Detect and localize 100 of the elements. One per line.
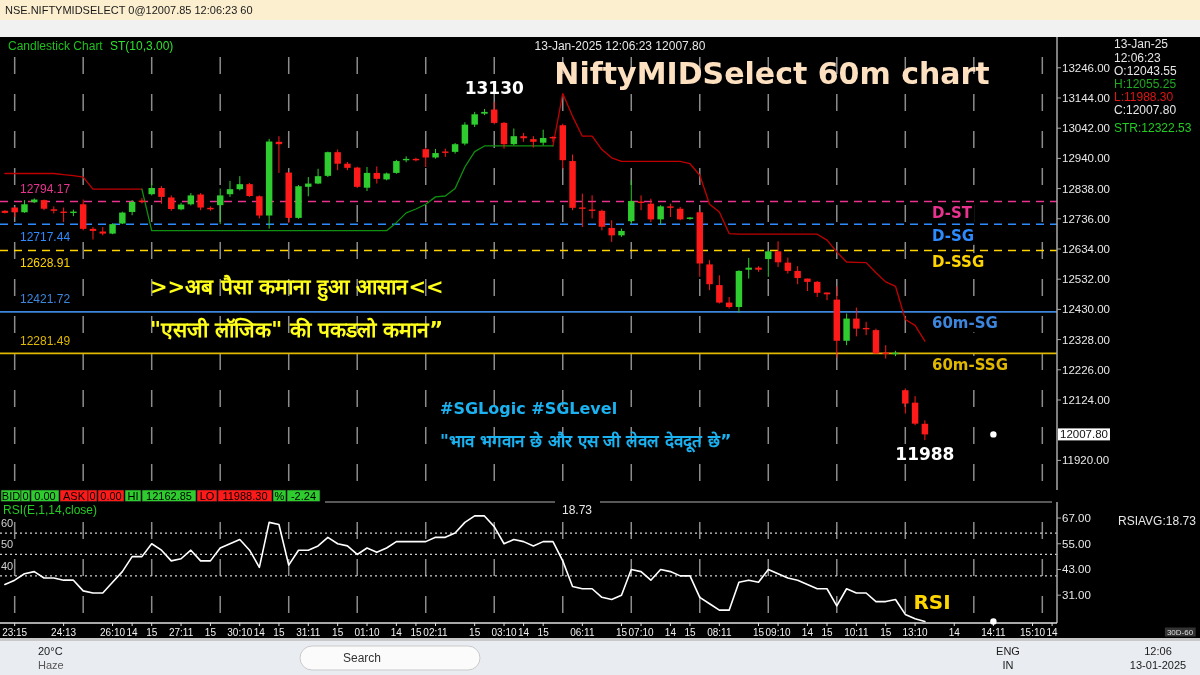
- candlestick: [324, 151, 332, 178]
- annotation: ST(10,3.00): [110, 39, 174, 53]
- text: 13-Jan-25: [1114, 37, 1169, 51]
- annotation: 0.00: [34, 490, 56, 502]
- x-tick-label: 01:10: [354, 626, 380, 638]
- annotation: RSI(E,1,14,close): [3, 503, 98, 517]
- y-tick-label: 12226.00: [1062, 363, 1110, 376]
- annotation: Candlestick Chart: [8, 39, 104, 53]
- text: Haze: [38, 659, 64, 671]
- candlestick: [765, 249, 772, 278]
- x-tick-label: 15: [821, 626, 833, 638]
- candlestick: [334, 149, 341, 171]
- text: L:11988.30: [1114, 90, 1174, 104]
- x-tick-label: 14: [253, 626, 266, 638]
- annotation: HI: [127, 490, 139, 502]
- x-tick-label: 14:11: [981, 626, 1006, 638]
- y-tick-label: 12634.00: [1062, 242, 1110, 255]
- text: 12:06: [1144, 645, 1172, 657]
- annotation: 12628.91: [20, 256, 71, 270]
- candlestick: [89, 226, 97, 241]
- text: IN: [1002, 659, 1014, 671]
- x-tick-label: 15: [332, 626, 344, 638]
- x-tick-label: 24:13: [51, 626, 77, 638]
- x-tick-label: 13:10: [902, 626, 929, 638]
- candlestick: [911, 395, 919, 426]
- x-tick-label: 14: [390, 626, 403, 638]
- x-tick-label: 15: [410, 626, 422, 638]
- x-tick-label: 15: [273, 626, 285, 638]
- x-tick-label: 15: [537, 626, 550, 638]
- text: NSE.NIFTYMIDSELECT 0@12007.85 12:06:23 60: [5, 4, 253, 16]
- y-tick-label: 31.00: [1062, 589, 1091, 602]
- x-tick-label: 23:15: [2, 626, 28, 638]
- y-tick-label: 11920.00: [1062, 454, 1110, 467]
- x-tick-label: 14: [1046, 626, 1059, 638]
- x-tick-label: 31:11: [296, 626, 321, 638]
- text: Search: [343, 651, 382, 665]
- candlestick: [216, 188, 224, 225]
- annotation: #SGLogic #SGLevel: [440, 398, 618, 418]
- x-tick-label: 15: [204, 626, 217, 638]
- x-tick-label: 14: [801, 626, 814, 638]
- x-tick-label: 15:10: [1020, 626, 1046, 638]
- text: 12:06:23: [1114, 51, 1162, 65]
- y-tick-label: 12940.00: [1062, 152, 1110, 165]
- candlestick: [872, 328, 880, 355]
- x-tick-label: 15: [880, 626, 892, 638]
- annotation: BID: [1, 490, 21, 502]
- annotation: %: [274, 490, 285, 502]
- x-tick-label: 14: [664, 626, 677, 638]
- annotation: 12162.85: [146, 490, 192, 502]
- candlestick: [579, 193, 586, 228]
- candlestick: [363, 166, 371, 192]
- annotation: "एसजी लॉजिक" की पकडलो कमान”: [150, 317, 443, 342]
- text: 20°C: [38, 645, 63, 657]
- candlestick: [461, 121, 469, 146]
- candlestick: [305, 176, 312, 197]
- annotation: 50: [1, 538, 14, 551]
- text: NiftyMIDSelect 60m chart: [554, 55, 990, 91]
- x-tick-label: 15: [146, 626, 158, 638]
- annotation: 12794.17: [20, 182, 71, 197]
- x-tick-label: 14: [518, 626, 530, 638]
- annotation: 12421.72: [20, 292, 71, 307]
- x-tick-label: 09:10: [765, 626, 792, 638]
- candlestick: [843, 313, 850, 346]
- ref-line-label: 60m-SG: [932, 314, 998, 333]
- annotation: 60: [1, 517, 14, 530]
- annotation: 0.00: [100, 490, 122, 502]
- text: H:12055.25: [1114, 77, 1177, 91]
- annotation: 18.73: [561, 503, 593, 517]
- x-tick-label: 08:11: [707, 626, 732, 638]
- x-tick-label: 15: [469, 626, 481, 638]
- annotation: ASK: [62, 490, 86, 502]
- annotation: -2.24: [290, 490, 317, 502]
- y-tick-label: 12328.00: [1062, 333, 1110, 346]
- ref-line-label: 60m-SSG: [932, 355, 1008, 374]
- x-tick-label: 06:11: [570, 626, 595, 638]
- annotation: 11988: [895, 444, 955, 465]
- x-tick-label: 30:10: [227, 626, 253, 638]
- annotation: 0: [89, 490, 96, 502]
- annotation: LO: [199, 490, 215, 502]
- candlestick: [226, 180, 234, 198]
- x-tick-label: 10:11: [844, 626, 869, 638]
- candlestick: [491, 101, 498, 125]
- y-tick-label: 67.00: [1062, 512, 1091, 525]
- candlestick: [354, 166, 361, 189]
- y-tick-label: 12736.00: [1062, 212, 1110, 225]
- candlestick: [745, 257, 752, 280]
- x-tick-label: 14: [126, 626, 139, 638]
- candlestick: [256, 194, 263, 219]
- y-tick-label: 12532.00: [1062, 273, 1110, 286]
- annotation: 13130: [464, 78, 524, 99]
- candlestick: [657, 204, 664, 225]
- text: 13-01-2025: [1129, 659, 1187, 671]
- y-tick-label: 13042.00: [1062, 122, 1110, 135]
- annotation: "भाव भगवान छे और एस जी लेवल देवदूत छे”: [440, 431, 732, 453]
- ref-line-label: D-SSG: [932, 253, 985, 271]
- candlestick: [794, 265, 801, 285]
- x-tick-label: 14: [948, 626, 961, 638]
- annotation: 11988.30: [222, 490, 268, 502]
- candlestick: [716, 274, 723, 304]
- text: RSIAVG:18.73: [1118, 514, 1197, 528]
